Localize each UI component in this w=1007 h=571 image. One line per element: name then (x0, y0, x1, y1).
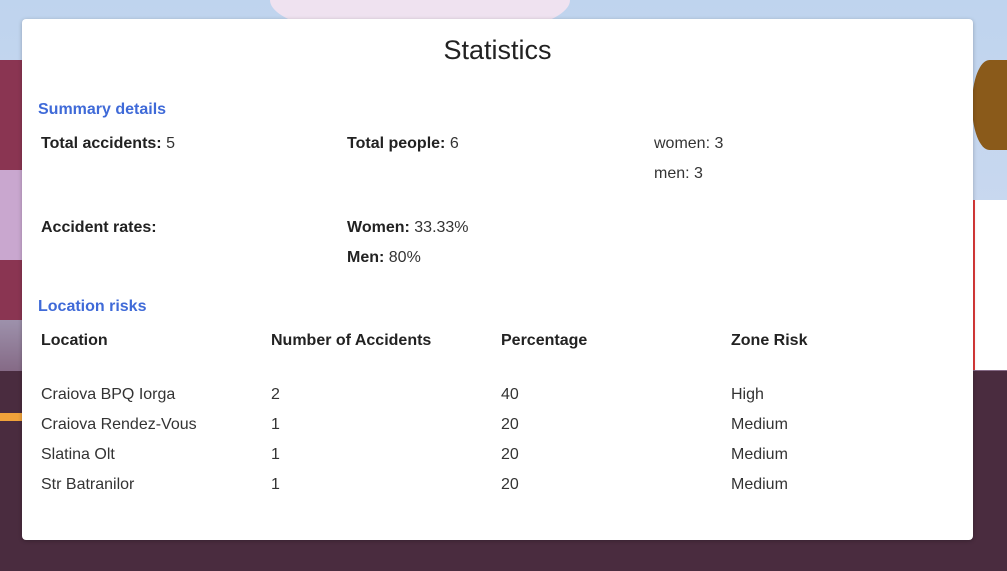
cell-zone-risk: Medium (731, 416, 788, 433)
cell-percentage: 20 (501, 416, 519, 433)
accident-rates-label: Accident rates: (41, 219, 157, 236)
cell-percentage: 40 (501, 386, 519, 403)
total-people-label: Total people: (347, 135, 446, 152)
column-header-percentage: Percentage (501, 332, 588, 349)
column-header-location: Location (41, 332, 108, 349)
location-risks-heading: Location risks (38, 298, 147, 315)
cell-percentage: 20 (501, 476, 519, 493)
accident-rates: Accident rates: (41, 219, 157, 237)
cell-zone-risk: High (731, 386, 764, 403)
total-accidents-value: 5 (166, 135, 175, 152)
men-rate-label: Men: (347, 249, 385, 266)
cell-location: Craiova BPQ Iorga (41, 386, 176, 403)
cell-accidents: 1 (271, 416, 280, 433)
total-accidents-label: Total accidents: (41, 135, 162, 152)
column-header-zone-risk: Zone Risk (731, 332, 808, 349)
road-marking-shape (0, 413, 30, 421)
cell-location: Craiova Rendez-Vous (41, 416, 197, 433)
summary-heading: Summary details (38, 101, 167, 118)
cell-zone-risk: Medium (731, 476, 788, 493)
men-rate-value: 80% (388, 249, 421, 266)
cell-zone-risk: Medium (731, 446, 788, 463)
cell-percentage: 20 (501, 446, 519, 463)
warning-sign-shape (967, 200, 1007, 370)
column-header-accidents: Number of Accidents (271, 332, 432, 349)
total-accidents: Total accidents: 5 (41, 135, 175, 153)
statistics-card: Statistics Summary details Total acciden… (22, 19, 973, 540)
cell-location: Slatina Olt (41, 446, 115, 463)
total-people: Total people: 6 (347, 135, 459, 153)
cell-accidents: 2 (271, 386, 280, 403)
cell-accidents: 1 (271, 476, 280, 493)
total-people-value: 6 (449, 135, 459, 152)
women-rate-value: 33.33% (414, 219, 469, 236)
cell-accidents: 1 (271, 446, 280, 463)
women-rate-label: Women: (347, 219, 410, 236)
tree-shape (972, 60, 1007, 150)
women-count: women: 3 (654, 135, 724, 152)
cell-location: Str Batranilor (41, 476, 135, 493)
men-count: men: 3 (654, 165, 703, 182)
page-title: Statistics (443, 35, 552, 65)
women-rate: Women: 33.33% (347, 219, 469, 237)
men-rate: Men: 80% (347, 249, 421, 267)
